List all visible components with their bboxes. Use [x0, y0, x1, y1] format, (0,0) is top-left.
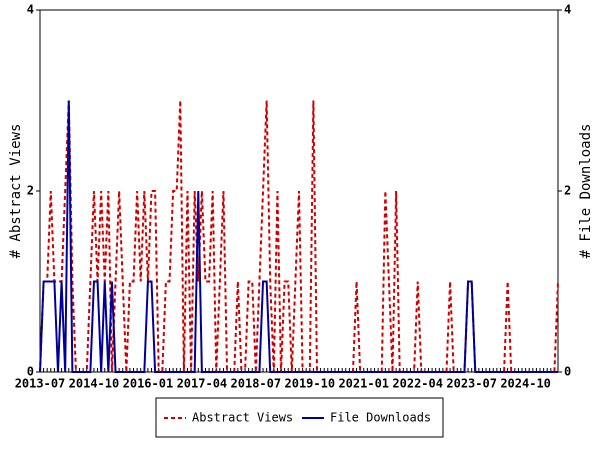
y2-axis-label: # File Downloads — [578, 124, 594, 259]
x-tick-label: 2018-07 — [231, 377, 282, 391]
x-tick-label: 2024-10 — [500, 377, 551, 391]
x-tick-label: 2023-07 — [446, 377, 497, 391]
y-axis-label: # Abstract Views — [8, 124, 24, 259]
x-tick-label: 2014-10 — [69, 377, 120, 391]
y2-tick-label: 4 — [564, 3, 571, 17]
x-tick-label: 2016-01 — [123, 377, 174, 391]
legend-label: File Downloads — [330, 411, 431, 425]
y-tick-label: 0 — [27, 365, 34, 379]
x-tick-label: 2022-04 — [392, 377, 443, 391]
y-tick-label: 2 — [27, 184, 34, 198]
legend — [155, 397, 444, 438]
x-tick-label: 2019-10 — [285, 377, 336, 391]
y2-tick-label: 2 — [564, 184, 571, 198]
series-line — [39, 100, 559, 373]
x-tick-label: 2013-07 — [15, 377, 66, 391]
y-tick-label: 4 — [27, 3, 34, 17]
series-line — [39, 100, 558, 373]
x-tick-label: 2021-01 — [338, 377, 389, 391]
y2-tick-label: 0 — [564, 365, 571, 379]
x-tick-label: 2017-04 — [177, 377, 228, 391]
legend-label: Abstract Views — [192, 411, 293, 425]
